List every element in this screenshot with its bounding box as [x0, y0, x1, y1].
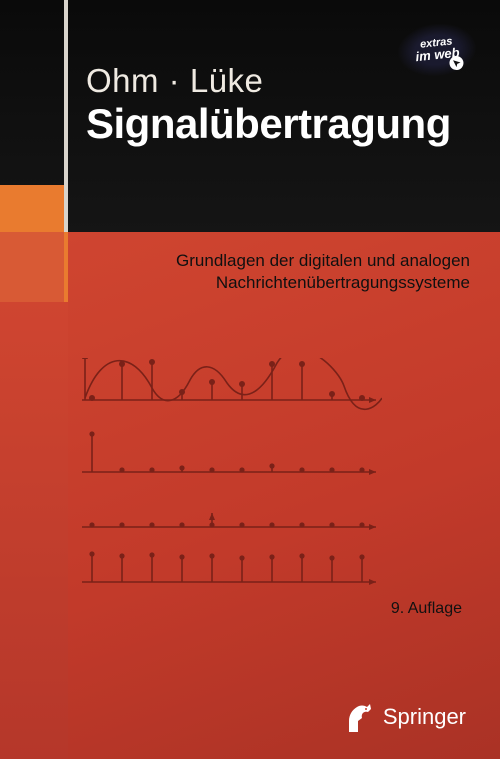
authors-text: Ohm · Lüke: [86, 62, 263, 100]
subtitle-block: Grundlagen der digitalen und analogen Na…: [0, 250, 470, 294]
publisher-name: Springer: [383, 704, 466, 730]
edition-text: 9. Auflage: [391, 600, 462, 618]
springer-horse-icon: [343, 701, 373, 733]
subtitle-line1: Grundlagen der digitalen und analogen: [0, 250, 470, 272]
subtitle-line2: Nachrichtenübertragungssysteme: [0, 272, 470, 294]
title-text: Signalübertragung: [86, 100, 451, 148]
publisher-block: Springer: [343, 701, 466, 733]
book-cover: extras im web Ohm · Lüke Signalübertragu…: [0, 0, 500, 759]
signal-diagram: [82, 358, 382, 598]
corner-orange-box: [0, 185, 68, 232]
vertical-light-rule: [64, 0, 68, 232]
left-red-strip: [0, 302, 68, 759]
cursor-icon: [449, 55, 464, 70]
